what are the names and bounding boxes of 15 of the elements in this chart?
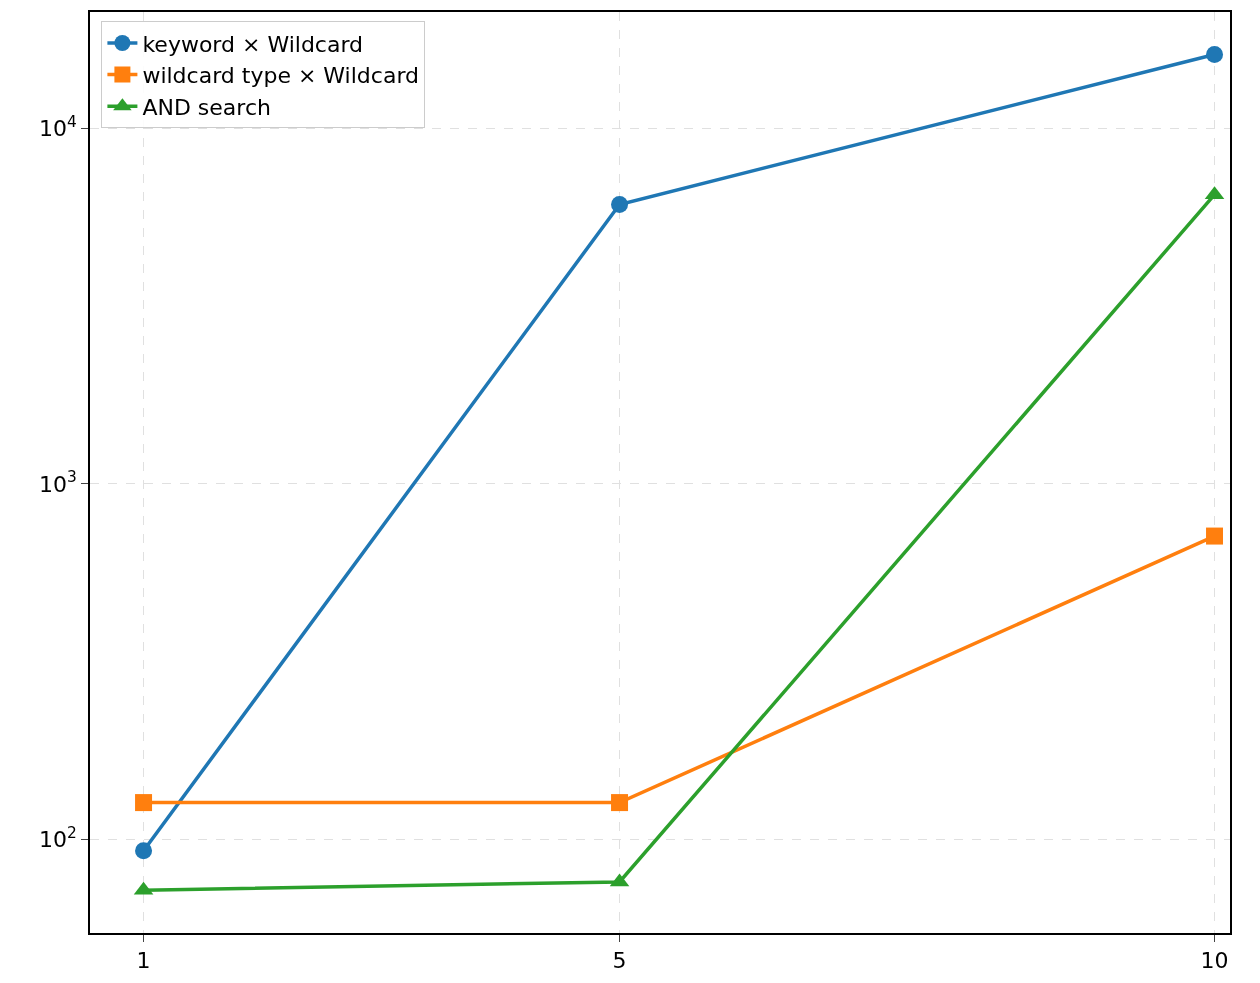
point xyxy=(1206,527,1224,545)
legend-label: keyword × Wildcard xyxy=(142,31,364,57)
x-tick-label: 5 xyxy=(612,948,627,974)
y-tick-label: 10$^{2}$ xyxy=(39,823,77,853)
legend-label: AND search xyxy=(142,94,271,120)
x-tick-label: 1 xyxy=(136,948,151,974)
point xyxy=(135,794,153,812)
point xyxy=(1206,46,1224,63)
y-tick-label: 10$^{4}$ xyxy=(39,112,77,141)
y-tick-label: 10$^{3}$ xyxy=(39,468,77,497)
legend-label: wildcard type × Wildcard xyxy=(142,63,420,89)
x-tick-label: 10 xyxy=(1200,948,1229,974)
point xyxy=(611,195,629,213)
point xyxy=(611,794,629,812)
point xyxy=(135,842,153,860)
